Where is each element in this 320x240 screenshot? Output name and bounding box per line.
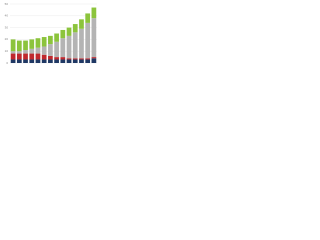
bar-segment [35,53,41,60]
bar-segment [29,53,35,60]
bar-segment [91,57,97,59]
bar-segment [23,59,28,63]
bar-segment [66,27,72,36]
bar-segment [60,38,66,58]
bar-segment [85,13,91,23]
bar-segment [35,59,41,63]
y-tick-label: 10 [5,49,9,53]
bar-segment [60,59,66,63]
bar-segment [79,59,84,63]
bar-segment [41,54,47,60]
bar-segment [72,24,78,33]
bar-segment [48,44,53,56]
bar-segment [85,59,91,63]
bar-segment [66,59,72,63]
bar-segment [54,57,59,60]
bar-segment [54,33,59,42]
bar-segment [66,35,72,59]
bar-segment [48,59,53,63]
y-tick-label: 30 [5,25,9,29]
bar-segment [16,59,22,63]
bar-segment [54,59,59,63]
bar-segment [23,53,28,60]
bar-segment [29,59,35,63]
bar-segment [10,39,16,52]
y-tick-label: 20 [5,37,9,41]
bar-segment [60,57,66,60]
bar-segment [48,35,53,45]
bar-segment [16,40,22,52]
bar-segment [23,40,28,51]
bar-segment [41,37,47,47]
bar-segment [23,50,28,54]
bar-segment [29,48,35,54]
bar-segment [85,22,91,59]
bar-segment [48,55,53,60]
y-tick-label: 0 [6,61,8,65]
bar-segment [54,41,59,58]
bar-segment [16,53,22,60]
bar-segment [91,18,97,58]
chart: 0 10 20 30 40 50 [5,2,97,65]
bar-segment [10,59,16,63]
bar-segment [35,47,41,54]
y-tick-label: 50 [5,2,9,6]
bar-segment [79,28,84,59]
bar-segment [41,59,47,63]
bar-segment [35,38,41,48]
bar-segment [29,39,35,49]
bar-segment [66,58,72,60]
bar-segment [79,58,84,60]
bar-segment [72,32,78,59]
bar-segment [72,59,78,63]
bar-segment [91,58,97,63]
bar-segment [85,58,91,60]
bar-segment [41,46,47,55]
y-tick-label: 40 [5,14,9,18]
bar-segment [79,19,84,29]
bar-segment [91,7,97,19]
bar-segment [10,51,16,54]
bar-segment [16,51,22,54]
bar-segment [72,58,78,60]
bar-segment [10,53,16,60]
bar-segment [60,29,66,39]
